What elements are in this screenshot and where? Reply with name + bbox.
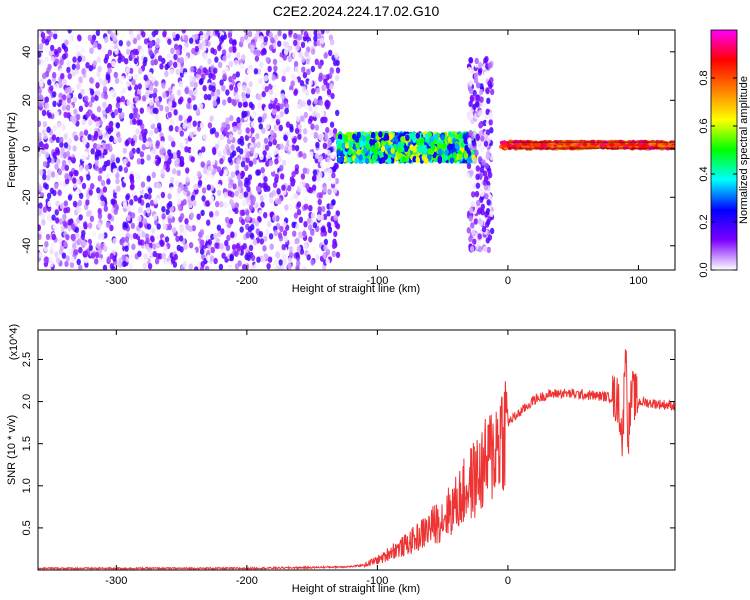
x-tick-label: -200 — [236, 575, 258, 587]
x-tick-label: -300 — [105, 275, 127, 287]
spectrogram-cells — [38, 30, 675, 270]
y-tick-label: -40 — [21, 238, 33, 254]
spectrogram-frame — [37, 29, 676, 271]
colorbar-tick-label: 0.8 — [698, 70, 710, 85]
colorbar-tick-label: 0.0 — [698, 262, 710, 277]
colorbar-tick-label: 0.4 — [698, 166, 710, 181]
colorbar: 0.0 0.2 0.4 0.6 0.8 — [698, 29, 738, 278]
y-tick-label: 0 — [21, 146, 33, 152]
x-tick-label: 0 — [505, 575, 511, 587]
x-tick-label: -300 — [105, 575, 127, 587]
spectrogram-plot — [38, 30, 675, 270]
snr-y-axis-label: SNR (10 * v/v) — [6, 415, 18, 485]
y-tick-label: -20 — [21, 189, 33, 205]
y-tick-label: 40 — [21, 46, 33, 58]
snr-x-axis-label: Height of straight line (km) — [292, 583, 420, 595]
snr-y-multiplier: (x10^4) — [8, 324, 20, 360]
spectrogram-region — [38, 30, 341, 270]
colorbar-label: Normalized spectral amplitude — [738, 76, 750, 224]
y-tick-label: 2.5 — [21, 352, 33, 367]
spectrogram-region — [499, 139, 675, 151]
spectrogram-region — [466, 55, 495, 254]
spectrogram-region — [336, 131, 478, 165]
x-tick-label: -100 — [366, 575, 388, 587]
y-tick-label: 1.0 — [21, 478, 33, 493]
y-tick-label: 1.5 — [21, 436, 33, 451]
x-tick-label: 0 — [505, 275, 511, 287]
chart-title: C2E2.2024.224.17.02.G10 — [273, 3, 440, 19]
x-tick-label: 100 — [629, 275, 647, 287]
colorbar-tick-label: 0.6 — [698, 118, 710, 133]
snr-axes: -300 -200 -100 0 0.5 1.0 1.5 2.0 2.5 — [21, 329, 676, 587]
colorbar-gradient — [710, 29, 738, 271]
snr-frame — [37, 329, 676, 571]
x-tick-label: -100 — [366, 275, 388, 287]
y-tick-label: 2.0 — [21, 394, 33, 409]
colorbar-tick-label: 0.2 — [698, 214, 710, 229]
y-tick-label: 20 — [21, 94, 33, 106]
spectrogram-x-axis-label: Height of straight line (km) — [292, 283, 420, 295]
spectrogram-y-axis-label: Frequency (Hz) — [6, 112, 18, 188]
snr-series-line — [38, 349, 675, 570]
snr-plot — [38, 349, 675, 570]
y-tick-label: 0.5 — [21, 520, 33, 535]
x-tick-label: -200 — [236, 275, 258, 287]
